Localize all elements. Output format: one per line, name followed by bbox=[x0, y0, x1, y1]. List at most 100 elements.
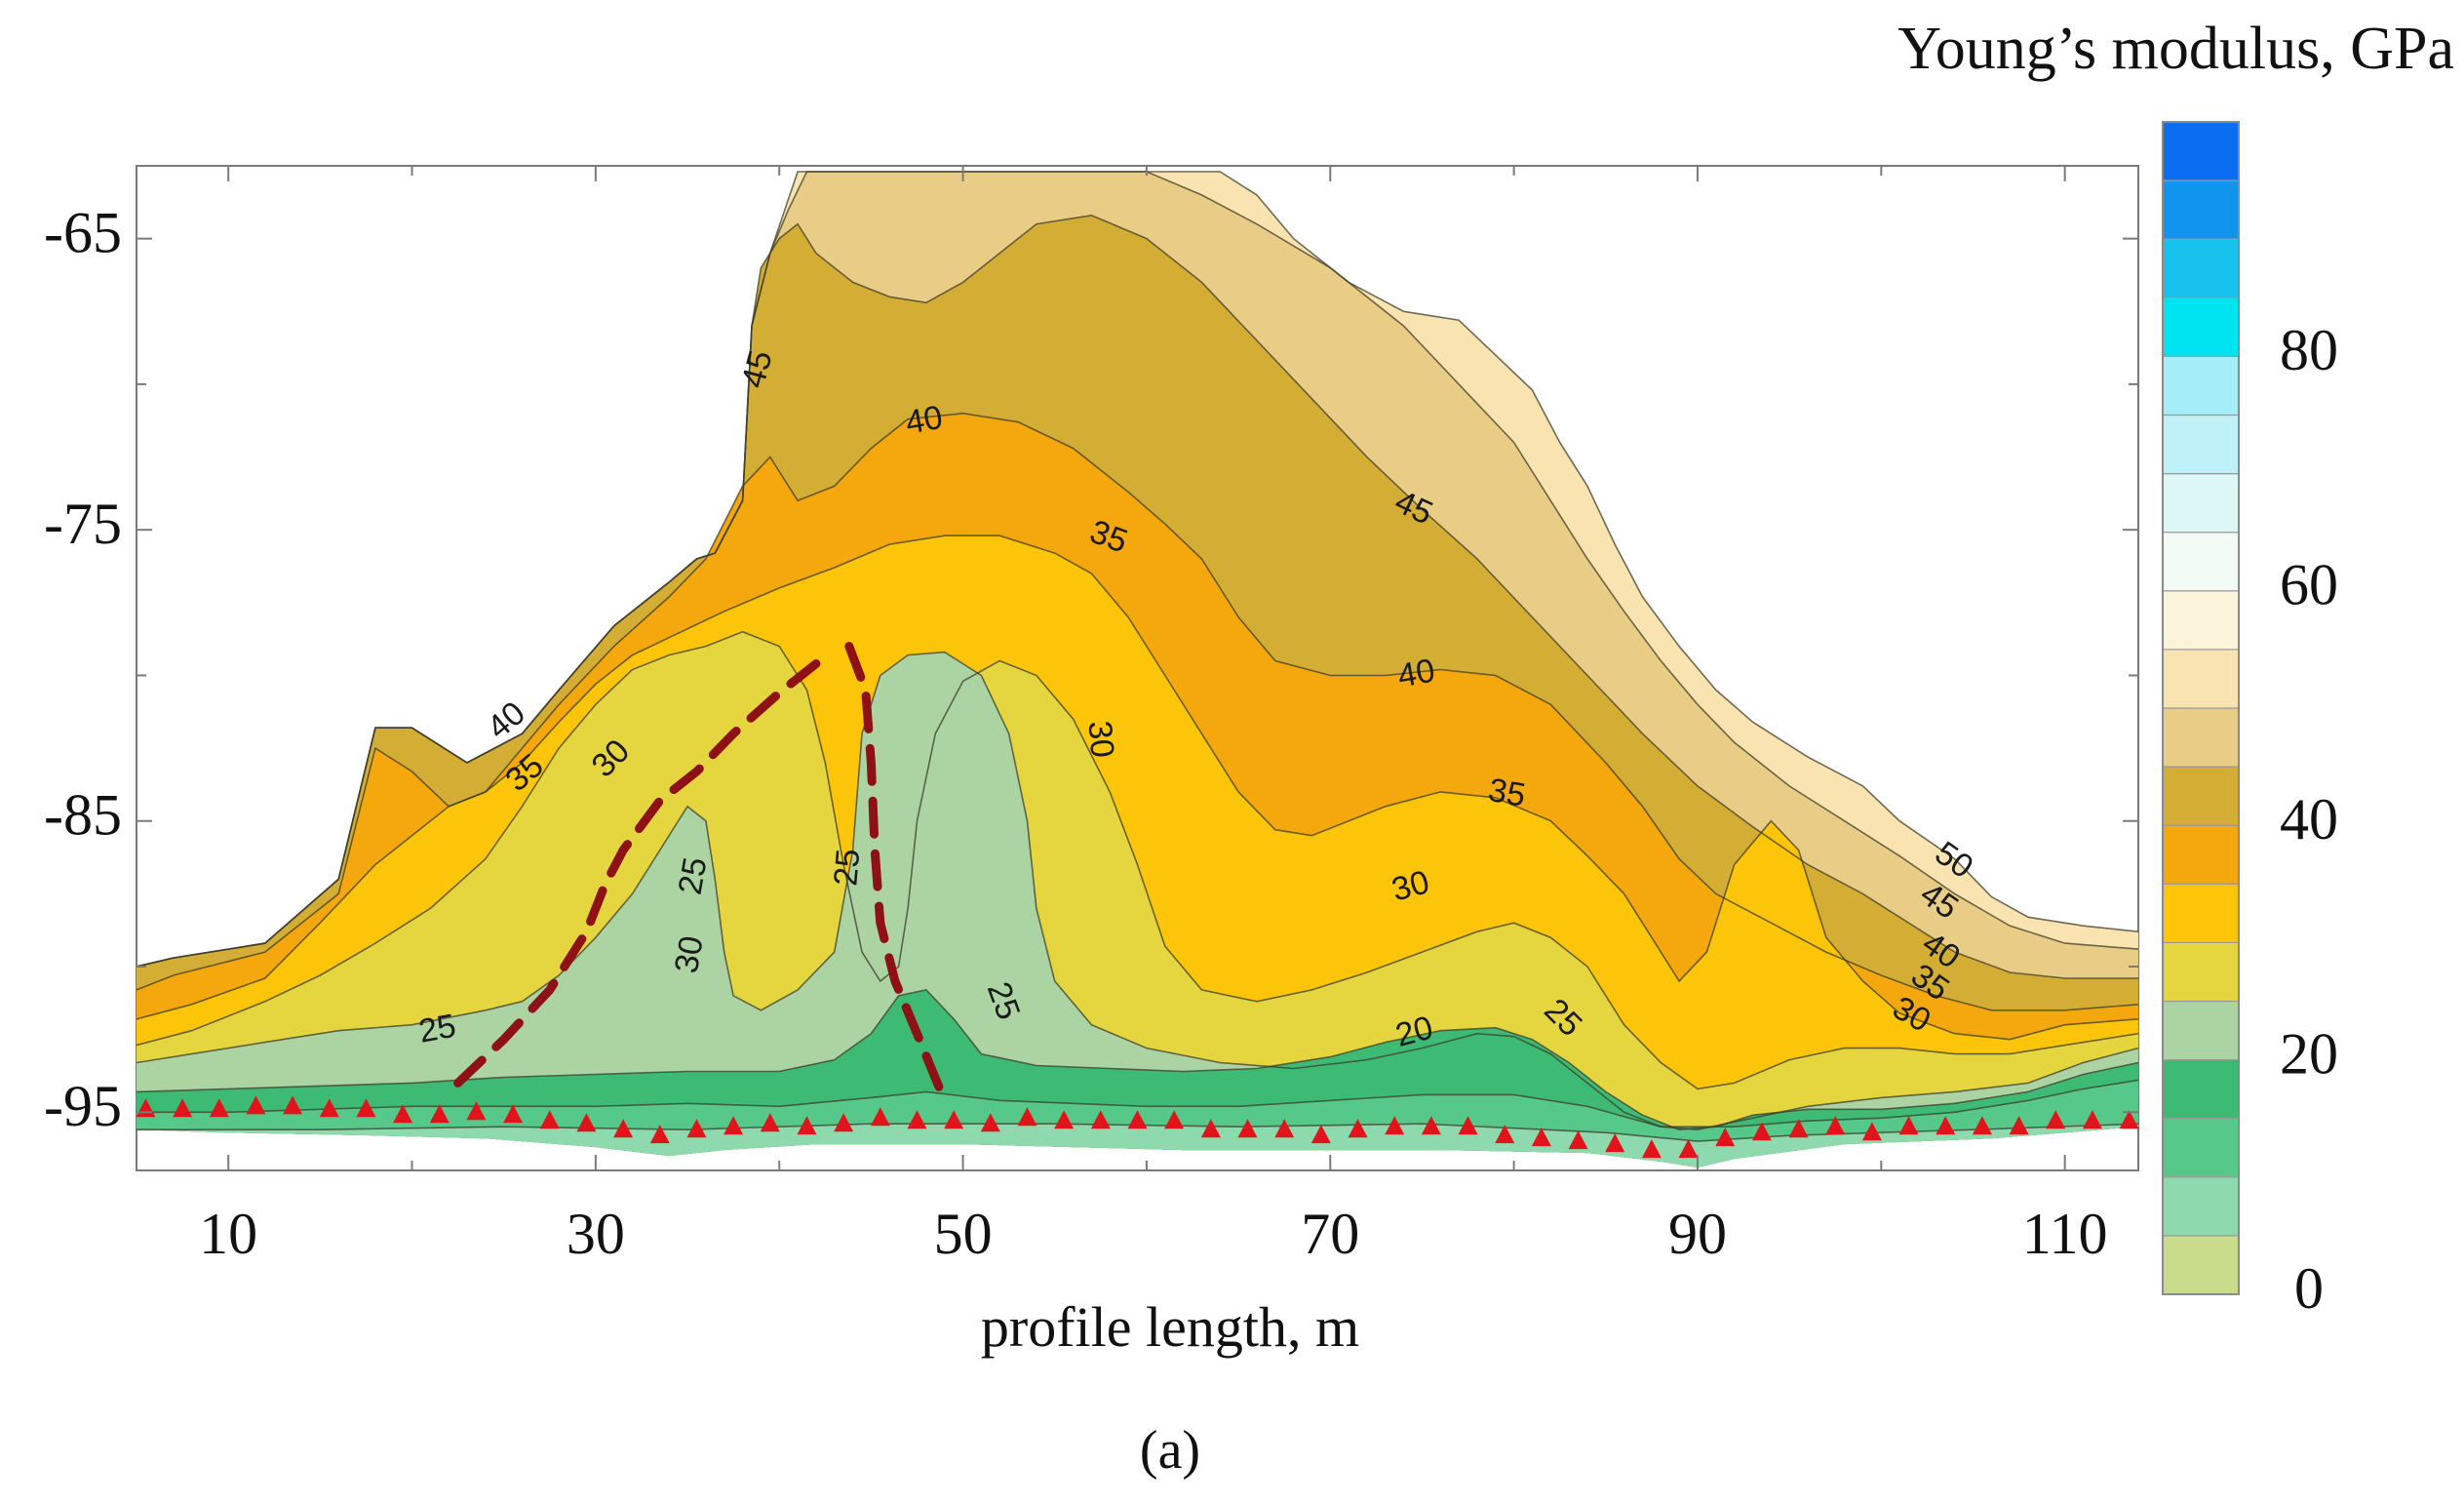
receiver-triangle bbox=[797, 1116, 817, 1135]
contour-line-layer-30 bbox=[137, 534, 2138, 1041]
colorbar-tick-label: 0 bbox=[2294, 1256, 2324, 1321]
contour-label: 40 bbox=[1395, 652, 1438, 694]
receiver-triangle bbox=[1274, 1119, 1295, 1138]
colorbar-band bbox=[2162, 414, 2240, 475]
colorbar-band bbox=[2162, 1000, 2240, 1061]
receiver-triangle bbox=[1090, 1110, 1111, 1129]
colorbar-frame bbox=[2162, 121, 2240, 1295]
y-tick-label: -75 bbox=[44, 492, 122, 556]
receiver-markers bbox=[136, 1095, 2139, 1159]
receiver-triangle bbox=[429, 1104, 450, 1124]
receiver-triangle bbox=[1531, 1128, 1551, 1147]
receiver-triangle bbox=[870, 1107, 890, 1127]
colorbar-band bbox=[2162, 824, 2240, 885]
receiver-triangle bbox=[1458, 1116, 1478, 1135]
receiver-triangle bbox=[1421, 1116, 1441, 1135]
colorbar-band bbox=[2162, 473, 2240, 534]
contour-lines bbox=[137, 171, 2138, 1142]
contour-label: 25 bbox=[672, 854, 715, 897]
receiver-triangle bbox=[1017, 1107, 1037, 1127]
colorbar-title: Young’s modulus, GPa bbox=[1897, 16, 2454, 82]
receiver-triangle bbox=[1788, 1119, 1809, 1138]
receiver-triangle bbox=[209, 1098, 229, 1118]
colorbar-band bbox=[2162, 1235, 2240, 1295]
y-tick-labels: -65 -75 -85 -95 bbox=[44, 200, 122, 1138]
receiver-triangle bbox=[2119, 1110, 2139, 1129]
receiver-triangle bbox=[1054, 1110, 1075, 1129]
receiver-triangle bbox=[1898, 1116, 1919, 1135]
colorbar-band bbox=[2162, 941, 2240, 1003]
colorbar-band bbox=[2162, 1176, 2240, 1237]
x-tick-label: 70 bbox=[1301, 1202, 1359, 1266]
receiver-triangle bbox=[1715, 1128, 1736, 1147]
receiver-triangle bbox=[1825, 1116, 1846, 1135]
colorbar-band bbox=[2162, 355, 2240, 416]
receiver-triangle bbox=[1164, 1110, 1185, 1129]
colorbar-band bbox=[2162, 766, 2240, 826]
contour-line-layer-25 bbox=[137, 630, 2138, 1090]
colorbar-band bbox=[2162, 649, 2240, 709]
colorbar-band bbox=[2162, 1118, 2240, 1178]
receiver-triangle bbox=[907, 1110, 927, 1129]
receiver-triangle bbox=[2046, 1110, 2066, 1129]
contour-label: 30 bbox=[1080, 719, 1120, 759]
colorbar-band bbox=[2162, 238, 2240, 298]
colorbar-band bbox=[2162, 883, 2240, 943]
boundary-left bbox=[453, 659, 821, 1088]
receiver-triangle bbox=[1861, 1122, 1882, 1141]
receiver-triangle bbox=[1605, 1133, 1625, 1153]
colorbar-band bbox=[2162, 532, 2240, 592]
colorbar-tick-label: 40 bbox=[2280, 787, 2338, 851]
contour-band-layer-5 bbox=[137, 1124, 2138, 1168]
receiver-triangle bbox=[760, 1113, 780, 1132]
receiver-triangle bbox=[980, 1113, 1000, 1132]
colorbar-band bbox=[2162, 121, 2240, 181]
colorbar-band bbox=[2162, 1058, 2240, 1120]
receiver-triangle bbox=[466, 1101, 487, 1121]
receiver-triangle bbox=[1751, 1122, 1772, 1141]
receiver-triangle bbox=[1310, 1125, 1331, 1144]
x-tick-label: 90 bbox=[1668, 1202, 1727, 1266]
receiver-triangle bbox=[1678, 1139, 1699, 1159]
contour-line-layer-5 bbox=[137, 1123, 2138, 1142]
y-tick-label: -85 bbox=[44, 783, 122, 848]
receiver-triangle bbox=[356, 1098, 376, 1118]
receiver-triangle bbox=[2082, 1110, 2102, 1129]
plot-frame bbox=[136, 165, 2139, 1171]
contour-label: 40 bbox=[903, 399, 946, 442]
receiver-triangle bbox=[503, 1104, 524, 1124]
receiver-triangle bbox=[1127, 1110, 1148, 1129]
receiver-triangle bbox=[1936, 1116, 1956, 1135]
receiver-triangle bbox=[1237, 1119, 1258, 1138]
receiver-triangle bbox=[393, 1104, 413, 1124]
colorbar-band bbox=[2162, 707, 2240, 768]
contour-label: 25 bbox=[416, 1008, 459, 1050]
receiver-triangle bbox=[173, 1098, 193, 1118]
receiver-triangle bbox=[1200, 1119, 1221, 1138]
receiver-triangle bbox=[576, 1113, 597, 1132]
x-tick-label: 30 bbox=[567, 1202, 625, 1266]
boundary-right bbox=[844, 642, 946, 1096]
receiver-triangle bbox=[724, 1116, 744, 1135]
x-tick-labels: 10 30 50 70 90 110 bbox=[199, 1202, 2107, 1266]
x-tick-label: 110 bbox=[2022, 1202, 2108, 1266]
colorbar-band bbox=[2162, 297, 2240, 357]
receiver-triangle bbox=[2009, 1116, 2029, 1135]
colorbar-tick-labels: 0 20 40 60 80 bbox=[2280, 318, 2338, 1321]
receiver-triangle bbox=[319, 1098, 339, 1118]
receiver-triangle bbox=[1385, 1116, 1405, 1135]
receiver-triangle bbox=[1568, 1130, 1588, 1150]
contour-label: 30 bbox=[668, 933, 711, 976]
receiver-triangle bbox=[1348, 1119, 1368, 1138]
x-axis-label: profile length, m bbox=[981, 1295, 1359, 1359]
colorbar-tick-label: 80 bbox=[2280, 318, 2338, 382]
receiver-triangle bbox=[1972, 1116, 1992, 1135]
x-tick-label: 10 bbox=[199, 1202, 257, 1266]
receiver-triangle bbox=[1495, 1125, 1515, 1144]
receiver-triangle bbox=[246, 1095, 266, 1115]
x-tick-label: 50 bbox=[934, 1202, 993, 1266]
receiver-triangle bbox=[834, 1113, 854, 1132]
receiver-triangle bbox=[539, 1110, 560, 1129]
axis-ticks bbox=[137, 166, 2138, 1170]
